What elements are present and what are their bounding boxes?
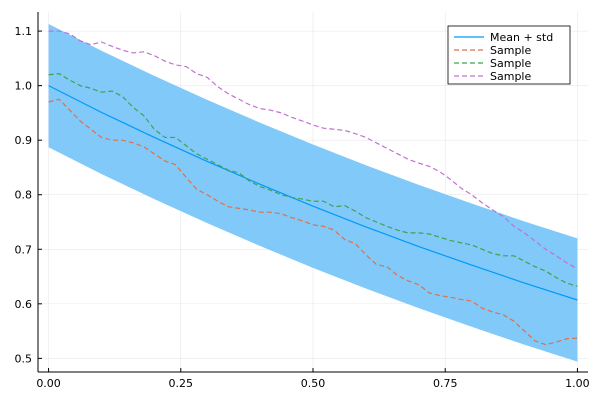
sample-line-1 — [48, 98, 578, 346]
y-tick-label: 0.5 — [15, 352, 33, 365]
legend-box — [447, 25, 571, 85]
x-tick-label: 0.50 — [301, 377, 326, 390]
legend-label: Sample — [490, 57, 531, 70]
y-tick-label: 0.6 — [15, 298, 33, 311]
y-tick-label: 0.7 — [15, 243, 33, 256]
x-tick-label: 0.25 — [169, 377, 194, 390]
std-band-layer — [48, 24, 578, 362]
y-tick-label: 0.8 — [15, 189, 33, 202]
mean-line — [48, 85, 578, 301]
x-tick-label: 0.75 — [433, 377, 458, 390]
y-tick-label: 1.1 — [15, 25, 33, 38]
tick-labels: 0.00 0.25 0.50 0.75 1.00 0.5 0.6 0.7 0.8 0.9 1.0 1.… — [15, 25, 590, 390]
std-band — [48, 24, 578, 362]
x-tick-label: 0.00 — [36, 377, 61, 390]
sample-line-2 — [48, 73, 578, 287]
axes — [37, 12, 588, 373]
legend-label: Mean + std — [490, 31, 553, 44]
sample-line-3 — [48, 30, 578, 270]
x-tick-label: 1.00 — [565, 377, 590, 390]
y-tick-label: 0.9 — [15, 134, 33, 147]
y-tick-label: 1.0 — [15, 80, 33, 93]
series-layer — [48, 30, 578, 346]
legend-label: Sample — [490, 44, 531, 57]
legend-label: Sample — [490, 70, 531, 83]
